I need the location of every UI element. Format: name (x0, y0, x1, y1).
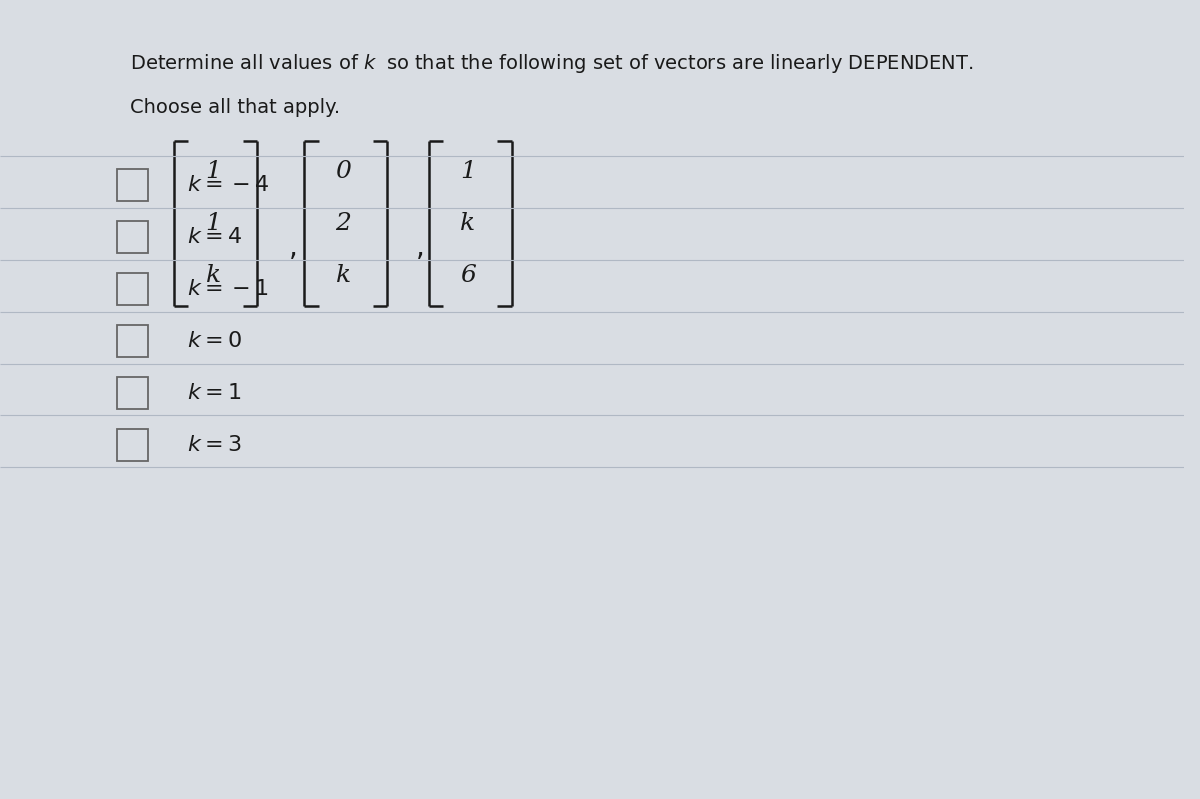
Text: $k = 4$: $k = 4$ (187, 227, 242, 248)
Text: 1: 1 (205, 161, 221, 183)
Text: ,: , (416, 233, 425, 262)
Text: $k = 0$: $k = 0$ (187, 331, 242, 352)
Text: 2: 2 (336, 213, 352, 235)
Text: $k = 3$: $k = 3$ (187, 435, 241, 455)
Text: k: k (336, 264, 352, 287)
Text: k: k (461, 213, 475, 235)
FancyBboxPatch shape (118, 325, 148, 357)
FancyBboxPatch shape (118, 429, 148, 461)
Text: $k = -1$: $k = -1$ (187, 279, 269, 300)
FancyBboxPatch shape (118, 377, 148, 409)
FancyBboxPatch shape (118, 221, 148, 253)
Text: ,: , (289, 233, 298, 262)
FancyBboxPatch shape (118, 169, 148, 201)
Text: 0: 0 (336, 161, 352, 183)
Text: 1: 1 (205, 213, 221, 235)
Text: Determine all values of $k\;$ so that the following set of vectors are linearly : Determine all values of $k\;$ so that th… (131, 52, 973, 75)
Text: 1: 1 (460, 161, 475, 183)
Text: $k = -4$: $k = -4$ (187, 175, 270, 196)
Text: k: k (205, 264, 221, 287)
Text: 6: 6 (460, 264, 475, 287)
Text: Choose all that apply.: Choose all that apply. (131, 98, 341, 117)
Text: $k = 1$: $k = 1$ (187, 383, 241, 403)
FancyBboxPatch shape (118, 273, 148, 305)
